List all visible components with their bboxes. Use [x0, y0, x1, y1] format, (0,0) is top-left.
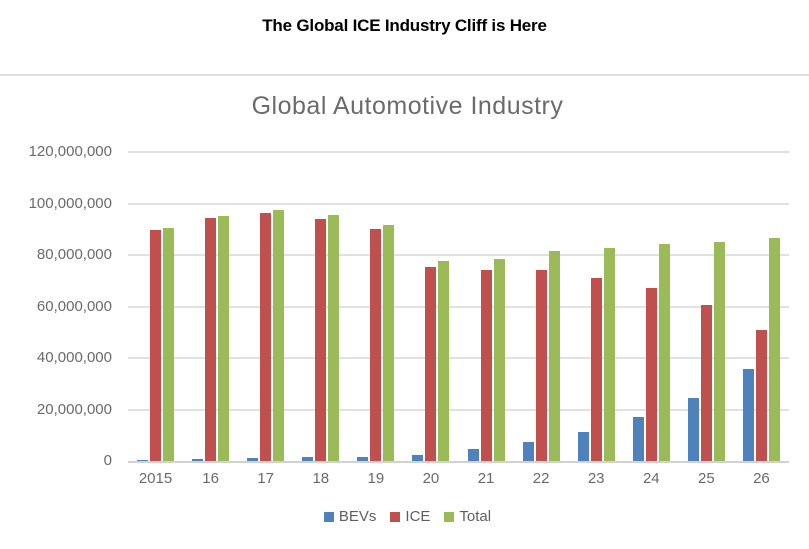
bar-bevs-2015 [137, 459, 149, 461]
bar-total-17 [273, 209, 285, 461]
bar-ice-26 [755, 330, 767, 461]
legend-item-total: Total [444, 508, 491, 525]
y-tick-label: 40,000,000 [36, 349, 112, 367]
plot-area [128, 151, 789, 463]
bar-total-23 [603, 248, 615, 461]
legend-swatch-icon [323, 511, 334, 522]
bar-bevs-24 [632, 416, 644, 461]
legend-label: ICE [405, 508, 431, 525]
gridline [128, 305, 789, 308]
bar-bevs-16 [192, 458, 204, 461]
bar-ice-16 [205, 218, 217, 461]
bar-ice-18 [315, 218, 327, 461]
y-tick-label: 80,000,000 [36, 246, 112, 264]
bar-ice-23 [590, 277, 602, 461]
gridline [128, 202, 789, 205]
bar-group-16 [183, 152, 238, 461]
bar-ice-21 [480, 270, 492, 461]
bar-ice-2015 [150, 229, 162, 461]
legend-swatch-icon [390, 511, 401, 522]
bar-group-18 [293, 152, 348, 461]
bar-ice-22 [535, 270, 547, 461]
bar-total-22 [548, 251, 560, 461]
bar-total-20 [438, 261, 450, 461]
y-axis: 0 20,000,000 40,000,000 60,000,000 80,000,00… [15, 143, 128, 469]
y-tick-label: 120,000,000 [28, 143, 112, 160]
bar-group-20 [403, 152, 458, 461]
bar-group-25 [679, 152, 734, 461]
x-tick-label: 18 [312, 470, 330, 487]
x-tick-label: 17 [257, 470, 275, 487]
bar-bevs-17 [247, 457, 259, 461]
bar-ice-20 [425, 267, 437, 461]
chart-title: Global Automotive Industry [251, 92, 564, 120]
x-tick-label: 26 [753, 470, 770, 487]
bar-group-26 [734, 152, 789, 461]
y-tick-label: 60,000,000 [36, 297, 112, 315]
bar-group-2015 [128, 152, 183, 461]
bar-ice-25 [700, 305, 712, 461]
bar-total-2015 [163, 228, 175, 461]
bar-bevs-22 [522, 441, 534, 461]
bar-group-21 [459, 152, 514, 461]
bar-group-19 [348, 152, 403, 461]
bar-bevs-18 [302, 456, 314, 461]
x-tick-label: 16 [202, 470, 219, 487]
x-tick-label: 20 [422, 470, 440, 487]
bar-group-17 [238, 152, 293, 461]
legend-item-ice: ICE [390, 508, 430, 525]
header-divider [0, 74, 809, 76]
bar-total-19 [383, 224, 395, 461]
bar-bevs-26 [742, 368, 754, 461]
bar-group-22 [514, 152, 569, 461]
bar-bevs-20 [412, 455, 424, 461]
x-tick-label: 24 [642, 470, 660, 487]
x-tick-label: 25 [698, 470, 715, 487]
bar-total-25 [713, 241, 725, 461]
x-tick-label: 22 [532, 470, 550, 487]
legend-label: Total [459, 508, 492, 525]
gridline [128, 151, 789, 153]
y-tick-label: 20,000,000 [36, 400, 112, 418]
bar-group-23 [569, 152, 624, 461]
x-axis: 2015 16 17 18 19 20 21 22 23 24 25 26 [128, 470, 789, 490]
y-tick-label: 0 [103, 452, 112, 469]
gridline [128, 254, 789, 257]
x-tick-label: 21 [477, 470, 495, 487]
x-tick-label: 23 [587, 470, 605, 487]
bar-bevs-25 [687, 397, 699, 461]
legend-swatch-icon [444, 511, 455, 522]
bar-total-18 [328, 214, 340, 461]
bar-ice-24 [645, 288, 657, 461]
bar-total-21 [493, 258, 505, 461]
x-tick-label: 2015 [138, 470, 173, 487]
bar-group-24 [624, 152, 679, 461]
bar-bevs-23 [577, 431, 589, 461]
bar-bevs-21 [467, 449, 479, 461]
x-tick-label: 19 [367, 470, 385, 487]
legend: BEVs ICE Total [15, 508, 800, 525]
y-tick-label: 100,000,000 [28, 194, 112, 212]
legend-label: BEVs [338, 508, 377, 525]
bar-ice-17 [260, 213, 272, 461]
gridline [128, 408, 789, 411]
chart-area: Global Automotive Industry 0 20,000,000 40… [15, 80, 800, 542]
gridline [128, 357, 789, 360]
legend-item-bevs: BEVs [323, 508, 377, 525]
bar-total-16 [218, 216, 230, 461]
bar-total-26 [768, 238, 780, 461]
bar-total-24 [658, 244, 670, 461]
page-title: The Global ICE Industry Cliff is Here [262, 16, 547, 35]
bar-ice-19 [370, 229, 382, 461]
bar-bevs-19 [357, 456, 369, 461]
